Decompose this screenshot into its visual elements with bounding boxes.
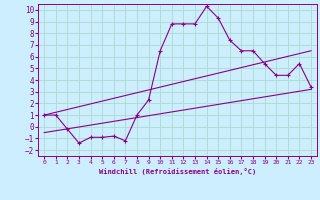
X-axis label: Windchill (Refroidissement éolien,°C): Windchill (Refroidissement éolien,°C)	[99, 168, 256, 175]
